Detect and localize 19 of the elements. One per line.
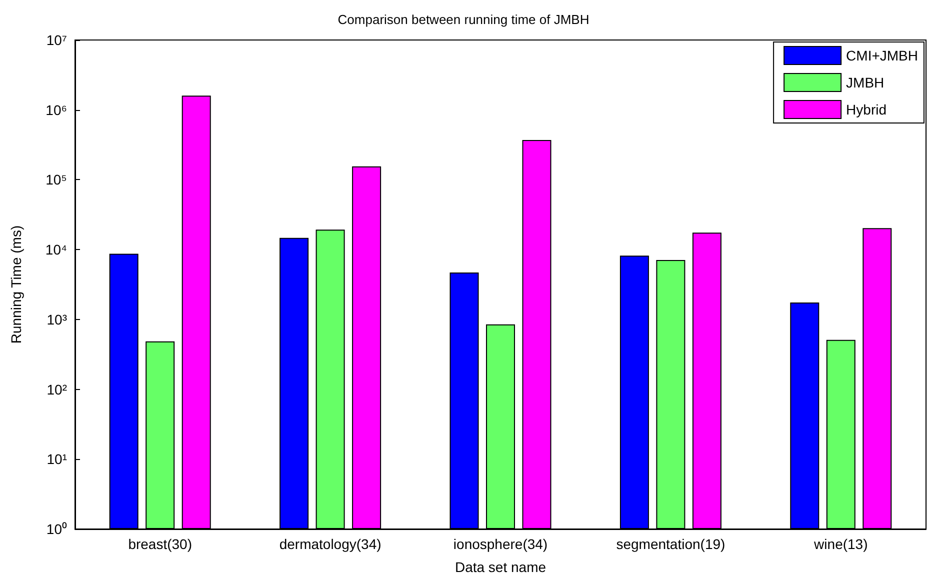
y-tick-label: 10⁵ — [46, 172, 67, 188]
y-tick-label: 10⁰ — [46, 521, 67, 537]
x-tick-label: dermatology(34) — [279, 536, 382, 552]
x-tick-label: ionosphere(34) — [453, 536, 548, 552]
x-axis-title: Data set name — [454, 559, 546, 575]
y-tick-label: 10⁴ — [45, 242, 67, 258]
x-tick-label: breast(30) — [128, 536, 192, 552]
chart-title: Comparison between running time of JMBH — [338, 12, 590, 27]
x-tick-label: wine(13) — [813, 536, 868, 552]
x-tick-label: segmentation(19) — [616, 536, 726, 552]
y-tick-label: 10¹ — [46, 451, 68, 468]
y-tick-label: 10² — [46, 381, 68, 398]
legend-label: JMBH — [846, 74, 884, 90]
legend-label: Hybrid — [846, 102, 887, 118]
y-tick-label: 10⁷ — [46, 32, 67, 48]
legend-label: CMI+JMBH — [846, 48, 918, 64]
y-tick-label: 10³ — [46, 311, 68, 328]
y-tick-label: 10⁶ — [46, 102, 67, 118]
y-axis-title: Running Time (ms) — [8, 225, 24, 344]
